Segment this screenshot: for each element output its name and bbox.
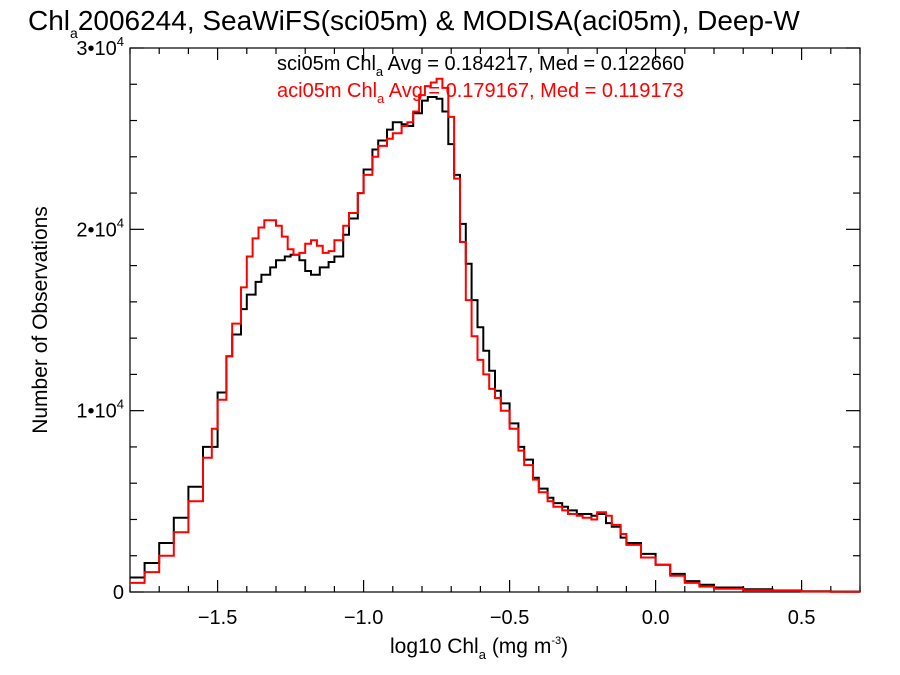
y-tick-label-base: 0 — [113, 582, 124, 604]
annotation-sci05m-sub: a — [376, 64, 384, 79]
y-tick-label: 3•104 — [76, 34, 124, 60]
y-tick-label-base: 3•10 — [76, 38, 116, 60]
chart-title: Chla2006244, SeaWiFS(sci05m) & MODISA(ac… — [28, 5, 800, 41]
annotation-sci05m-prefix: sci05m Chl — [277, 53, 376, 75]
y-tick-label: 0 — [113, 582, 124, 604]
y-tick-label-exp: 4 — [117, 397, 124, 412]
x-tick-label: 0.5 — [788, 607, 816, 629]
series-line-aci05m — [130, 77, 861, 593]
y-tick-label-base: 2•10 — [76, 219, 116, 241]
x-tick-label: 0.0 — [642, 607, 670, 629]
series-line-sci05m — [130, 96, 861, 593]
y-tick-label-exp: 4 — [117, 215, 124, 230]
y-tick-label-exp: 4 — [117, 34, 124, 49]
x-tick-label: −1.0 — [344, 607, 383, 629]
axis-ticks — [129, 47, 861, 593]
x-tick-label: −1.5 — [198, 607, 237, 629]
x-axis-label-units: (mg m — [492, 635, 552, 658]
annotation-sci05m-rest: Avg = 0.184217, Med = 0.122660 — [383, 53, 684, 75]
annotation-aci05m: aci05m Chla Avg = 0.179167, Med = 0.1191… — [277, 80, 684, 106]
x-axis-label-units-exp: -3 — [551, 635, 561, 647]
x-axis-label-units-close: ) — [561, 635, 568, 658]
annotation-aci05m-sub: a — [377, 91, 385, 106]
annotation-aci05m-prefix: aci05m Chl — [277, 80, 377, 102]
title-prefix: Chl — [28, 5, 70, 36]
x-axis-label-sub: a — [479, 647, 487, 662]
annotation-sci05m: sci05m Chla Avg = 0.184217, Med = 0.1226… — [277, 53, 684, 79]
plot-frame — [129, 47, 861, 593]
x-tick-label: −0.5 — [490, 607, 529, 629]
x-axis-label: log10 Chla (mg m-3) — [390, 635, 568, 662]
y-tick-label: 1•104 — [76, 397, 124, 423]
title-prefix-sub: a — [70, 25, 78, 41]
title-rest: 2006244, SeaWiFS(sci05m) & MODISA(aci05m… — [78, 5, 801, 36]
y-axis-label: Number of Observations — [29, 206, 52, 434]
y-tick-label-base: 1•10 — [76, 401, 116, 423]
annotation-aci05m-rest: Avg = 0.179167, Med = 0.119173 — [384, 80, 684, 102]
x-axis-label-main: log10 Chl — [390, 635, 479, 658]
y-tick-label: 2•104 — [76, 215, 124, 241]
